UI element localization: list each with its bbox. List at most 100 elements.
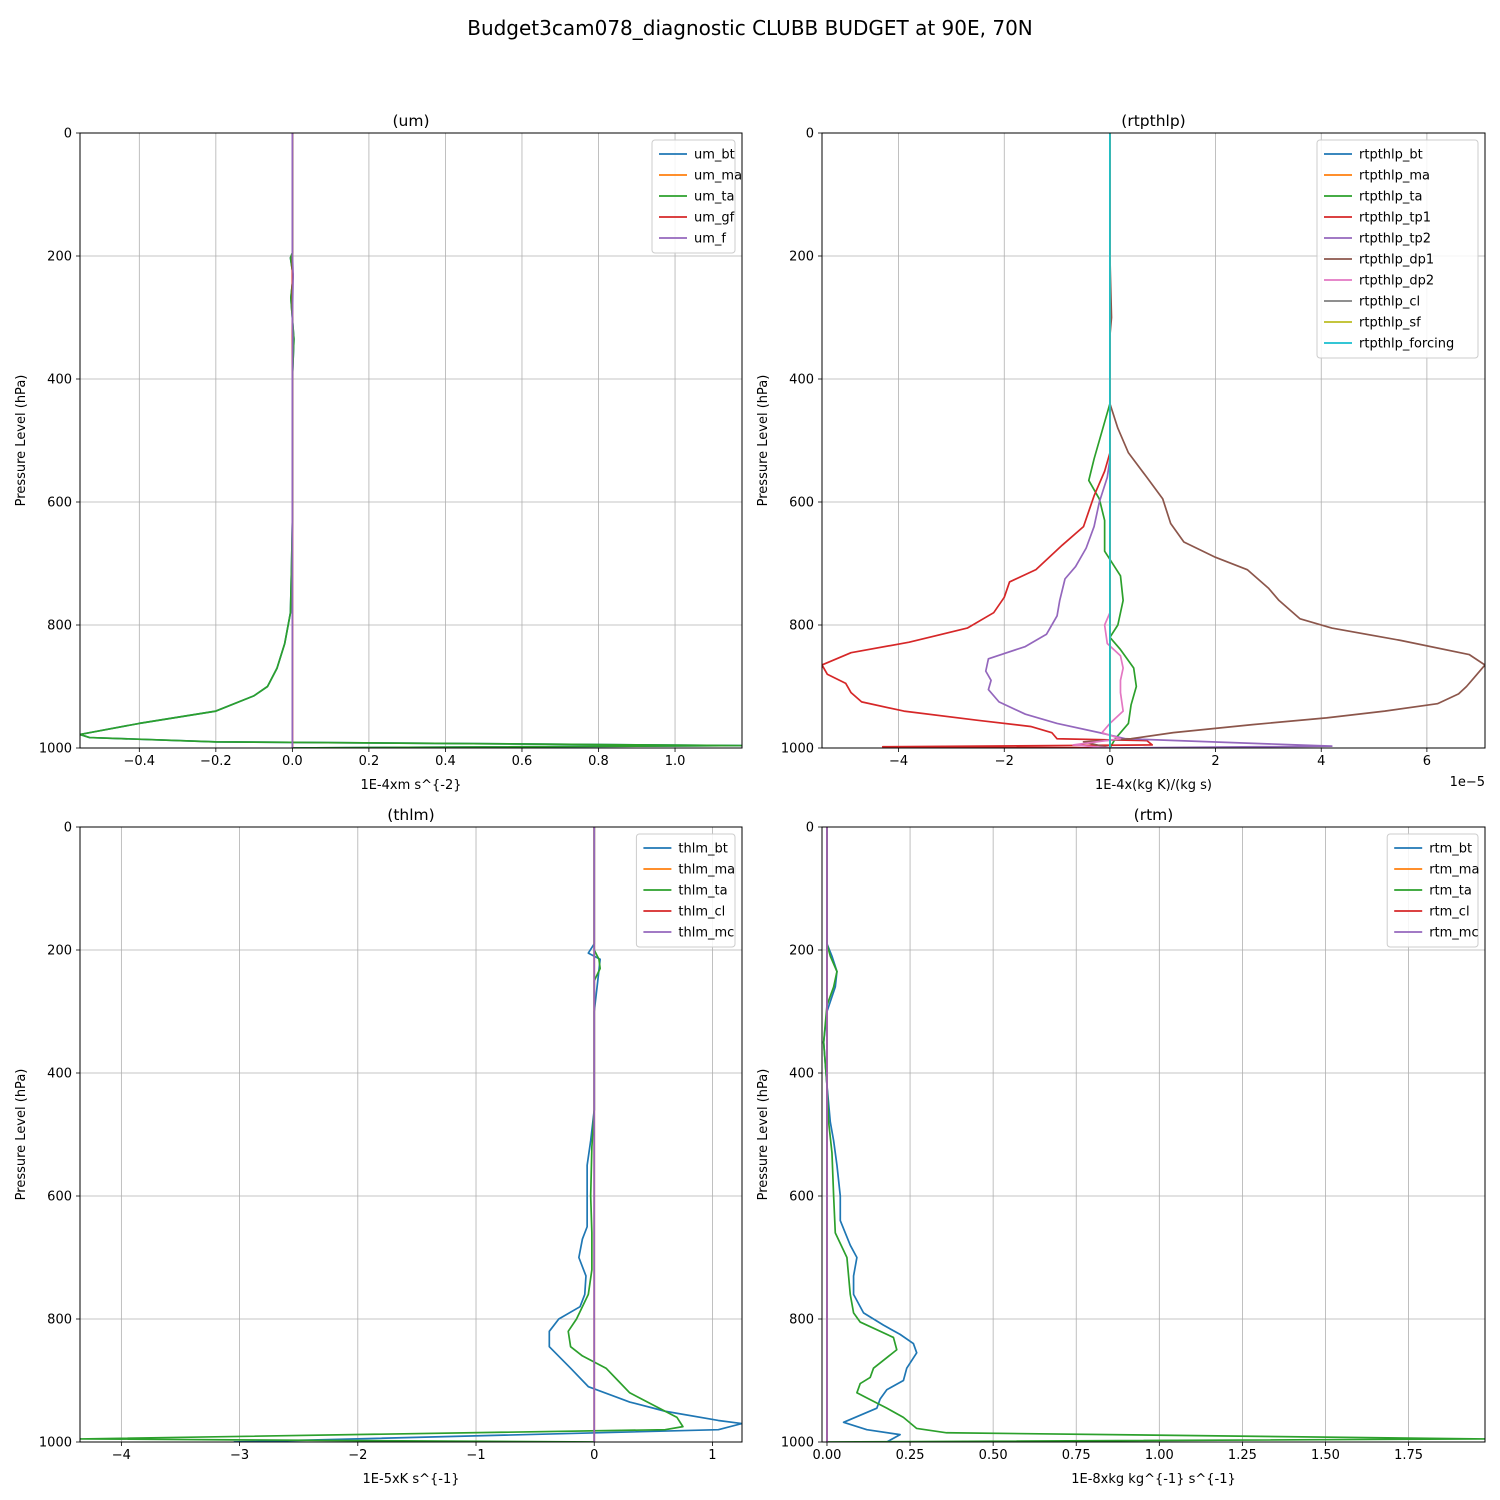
y-tick-label: 1000 [39, 742, 72, 757]
x-tick-label: 0.50 [979, 1448, 1008, 1463]
x-tick-label: 4 [1317, 754, 1325, 769]
legend-label: um_ta [694, 190, 734, 205]
chart-panel-1: −4 −2 0 2 4 6 0 200 400 600 800 1000 (rtpthlp) 1E-4x(… [756, 112, 1486, 793]
x-tick-label: 1 [708, 1448, 716, 1463]
legend-box [651, 139, 736, 254]
legend-label: rtpthlp_tp2 [1359, 232, 1431, 247]
y-tick-label: 600 [47, 496, 72, 511]
y-axis-label: Pressure Level (hPa) [14, 375, 29, 507]
y-axis-label: Pressure Level (hPa) [14, 1069, 29, 1201]
series-line-um_f [291, 133, 294, 748]
y-tick-label: 0 [64, 127, 72, 142]
legend-label: thlm_cl [678, 905, 725, 920]
legend-label: um_gf [694, 211, 735, 226]
axes-frame [821, 132, 1486, 749]
y-tick-label: 0 [806, 127, 814, 142]
x-tick-label: 0.00 [813, 1448, 842, 1463]
legend-label: rtpthlp_dp1 [1359, 253, 1434, 268]
grid [822, 826, 1485, 1443]
legend-label: rtm_bt [1429, 842, 1472, 857]
legend: rtm_bt rtm_ma rtm_ta rtm_cl rtm_mc [1386, 833, 1479, 948]
chart-title: (thlm) [387, 806, 434, 824]
x-tick-label: −4 [889, 754, 908, 769]
series-line-thlm_ta [80, 827, 684, 1442]
x-tick-label: −0.4 [124, 754, 156, 769]
axes-frame [821, 826, 1486, 1443]
y-tick-label: 600 [789, 496, 814, 511]
series-line-um_ta [80, 133, 742, 748]
x-tick-label: 0.0 [282, 754, 303, 769]
x-tick-label: 1.50 [1311, 1448, 1340, 1463]
series-line-rtm_ta [822, 827, 1485, 1442]
y-tick-label: 800 [789, 619, 814, 634]
y-tick-label: 200 [47, 944, 72, 959]
series-line-rtpthlp_dp1 [1082, 133, 1485, 748]
series-lines [80, 133, 742, 748]
legend-label: rtm_mc [1429, 926, 1478, 941]
y-tick-label: 200 [47, 250, 72, 265]
chart-title: (um) [392, 112, 429, 130]
series-line-rtpthlp_dp2 [1072, 133, 1124, 748]
x-tick-label: 0.75 [1062, 1448, 1091, 1463]
x-tick-label: 0.4 [435, 754, 456, 769]
axes-frame [79, 826, 743, 1443]
series-lines [822, 133, 1485, 748]
x-tick-label: 1.25 [1228, 1448, 1257, 1463]
x-axis-label: 1E-4xm s^{-2} [360, 778, 461, 793]
legend-label: rtm_ma [1429, 863, 1479, 878]
x-tick-label: 1.75 [1394, 1448, 1423, 1463]
y-tick-label: 800 [47, 619, 72, 634]
legend-label: rtpthlp_cl [1359, 295, 1420, 310]
x-tick-label: 2 [1211, 754, 1219, 769]
x-tick-label: −2 [348, 1448, 367, 1463]
x-tick-label: −3 [230, 1448, 249, 1463]
series-line-rtpthlp_ta [1087, 133, 1138, 748]
series-line-um_bt [80, 133, 742, 748]
y-tick-label: 400 [47, 373, 72, 388]
x-tick-label: 0.2 [359, 754, 380, 769]
series-line-rtpthlp_tp2 [984, 133, 1333, 748]
x-tick-label: 0.6 [512, 754, 533, 769]
x-axis-label: 1E-8xkg kg^{-1} s^{-1} [1071, 1472, 1236, 1487]
legend-label: rtpthlp_ta [1359, 190, 1422, 205]
y-tick-label: 400 [789, 373, 814, 388]
x-tick-label: 1.00 [1145, 1448, 1174, 1463]
y-tick-label: 800 [47, 1313, 72, 1328]
x-tick-label: 0.25 [896, 1448, 925, 1463]
figure-title: Budget3cam078_diagnostic CLUBB BUDGET at… [467, 16, 1033, 40]
legend-box [1316, 139, 1479, 359]
legend-label: um_ma [694, 169, 742, 184]
y-tick-label: 600 [47, 1190, 72, 1205]
chart-panel-3: 0.00 0.25 0.50 0.75 1.00 1.25 1.50 1.75 0 200 400 6… [756, 806, 1486, 1487]
y-tick-label: 200 [789, 250, 814, 265]
legend-label: rtpthlp_forcing [1359, 337, 1454, 352]
legend-label: rtpthlp_dp2 [1359, 274, 1434, 289]
y-tick-label: 0 [806, 821, 814, 836]
x-axis-label: 1E-5xK s^{-1} [363, 1472, 460, 1487]
y-tick-label: 0 [64, 821, 72, 836]
y-axis-label: Pressure Level (hPa) [756, 375, 771, 507]
x-axis-label: 1E-4x(kg K)/(kg s) [1095, 778, 1212, 793]
legend: rtpthlp_bt rtpthlp_ma rtpthlp_ta rtpthlp_tp… [1316, 139, 1479, 359]
legend-label: rtpthlp_sf [1359, 316, 1421, 331]
legend-label: um_bt [694, 148, 735, 163]
grid [80, 132, 742, 749]
y-tick-label: 800 [789, 1313, 814, 1328]
y-tick-label: 1000 [781, 742, 814, 757]
x-tick-label: −1 [466, 1448, 485, 1463]
legend-label: thlm_ma [678, 863, 735, 878]
y-tick-label: 600 [789, 1190, 814, 1205]
x-tick-label: −4 [112, 1448, 131, 1463]
x-tick-label: 6 [1423, 754, 1431, 769]
legend-label: rtpthlp_ma [1359, 169, 1430, 184]
axes-frame [79, 132, 743, 749]
chart-panel-0: −0.4 −0.2 0.0 0.2 0.4 0.6 0.8 1.0 0 200 400 600 800 1… [14, 112, 743, 793]
x-tick-label: 0 [1106, 754, 1114, 769]
legend-label: rtm_cl [1429, 905, 1469, 920]
x-tick-label: −0.2 [200, 754, 232, 769]
legend-label: rtpthlp_tp1 [1359, 211, 1431, 226]
x-offset-text: 1e−5 [1450, 775, 1485, 790]
legend-label: rtpthlp_bt [1359, 148, 1423, 163]
chart-panel-2: −4 −3 −2 −1 0 1 0 200 400 600 800 1000 (thlm) 1E-5xK … [14, 806, 743, 1487]
